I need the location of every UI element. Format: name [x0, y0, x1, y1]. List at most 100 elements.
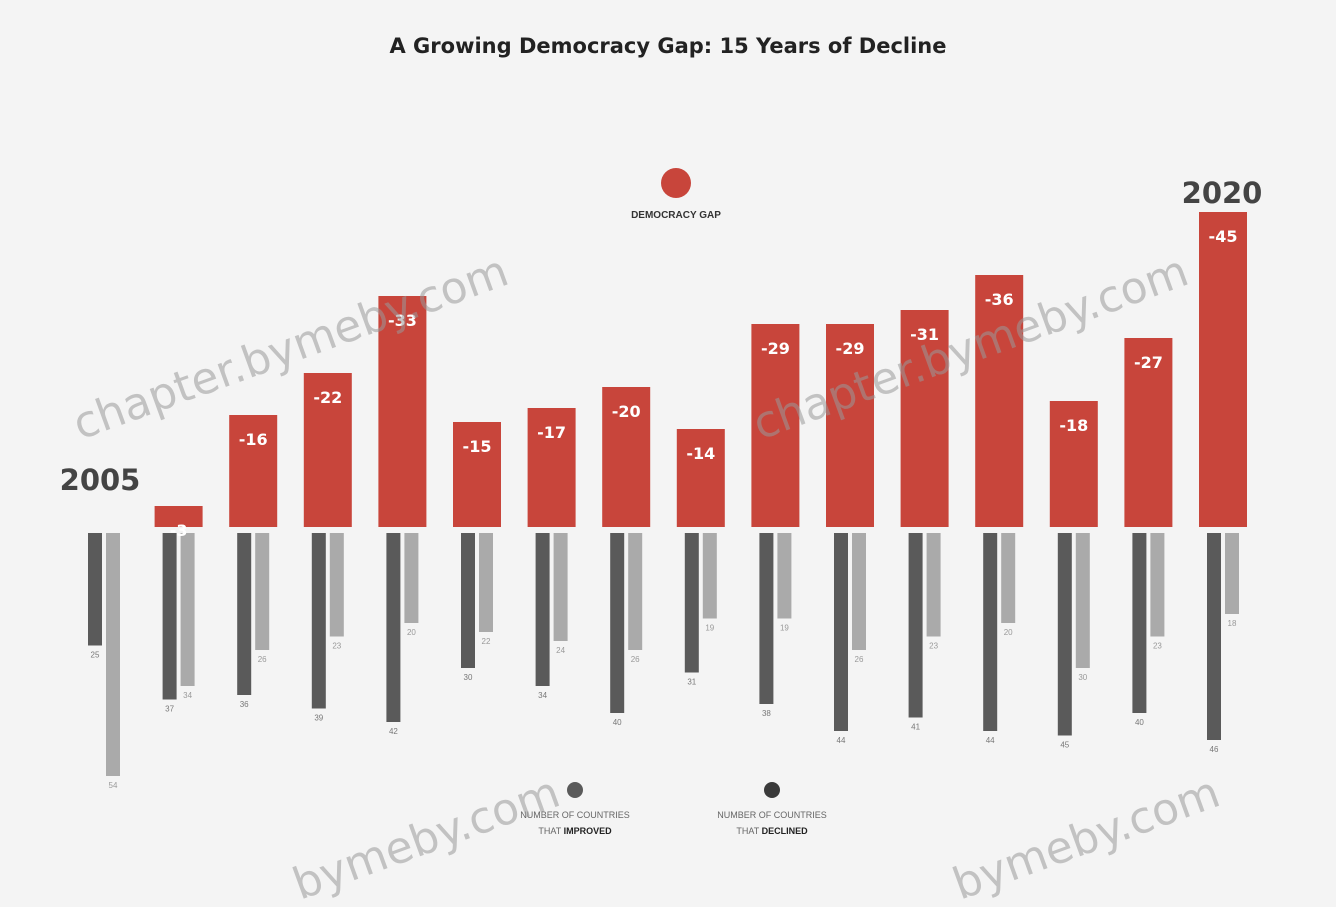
- improved-value-label: 46: [1210, 745, 1219, 754]
- gap-value-label: -27: [1134, 353, 1163, 372]
- declined-value-label: 23: [1153, 642, 1162, 651]
- declined-bar: [702, 533, 717, 619]
- gap-value-label: -17: [537, 423, 566, 442]
- declined-bar: [106, 533, 120, 776]
- gap-value-label: -36: [985, 290, 1014, 309]
- improved-value-label: 41: [911, 723, 920, 732]
- declined-bar: [1001, 533, 1016, 623]
- improved-value-label: 42: [389, 727, 398, 736]
- declined-bar: [1150, 533, 1165, 637]
- chart-title: A Growing Democracy Gap: 15 Years of Dec…: [389, 34, 947, 58]
- declined-value-label: 23: [929, 642, 938, 651]
- gap-bar: [602, 387, 651, 527]
- improved-value-label: 30: [464, 673, 473, 682]
- gap-value-label: -29: [761, 339, 790, 358]
- declined-bar: [255, 533, 270, 650]
- gap-value-label: -29: [836, 339, 865, 358]
- gap-value-label: -45: [1209, 227, 1238, 246]
- declined-value-label: 30: [1078, 673, 1087, 682]
- improved-bar: [535, 533, 550, 686]
- legend-improved-line1: NUMBER OF COUNTRIES: [520, 810, 630, 820]
- declined-value-label: 20: [407, 628, 416, 637]
- legend-improved-line2: THAT IMPROVED: [538, 826, 612, 836]
- improved-value-label: 45: [1060, 741, 1069, 750]
- legend-improved-swatch: [567, 782, 583, 798]
- improved-value-label: 36: [240, 700, 249, 709]
- improved-bar: [610, 533, 625, 713]
- gap-bar: [1049, 401, 1098, 527]
- gap-bar: [751, 324, 800, 527]
- legend-declined-that: THAT: [736, 826, 759, 836]
- improved-bar: [1207, 533, 1221, 740]
- declined-bar: [553, 533, 568, 641]
- legend-declined-swatch: [764, 782, 780, 798]
- declined-value-label: 26: [258, 655, 267, 664]
- gap-value-label: -33: [388, 311, 417, 330]
- gap-bar: [975, 275, 1024, 527]
- improved-bar: [759, 533, 774, 704]
- improved-bar: [162, 533, 177, 700]
- gap-bar: [453, 422, 501, 527]
- gap-value-label: -31: [910, 325, 939, 344]
- improved-value-label: 40: [1135, 718, 1144, 727]
- improved-value-label: 39: [314, 714, 323, 723]
- declined-bar: [777, 533, 792, 619]
- improved-bar: [311, 533, 326, 709]
- gap-bar: [1199, 212, 1247, 527]
- declined-bar: [404, 533, 419, 623]
- improved-value-label: 44: [986, 736, 995, 745]
- improved-bar: [684, 533, 699, 673]
- watermark: chapter.bymeby.com: [66, 245, 515, 450]
- declined-value-label: 19: [780, 624, 789, 633]
- gap-value-label: -14: [686, 444, 715, 463]
- declined-bar: [926, 533, 941, 637]
- declined-value-label: 26: [855, 655, 864, 664]
- declined-bar: [180, 533, 195, 686]
- gap-value-label: -3: [170, 521, 188, 540]
- declined-bar: [1075, 533, 1090, 668]
- gap-bar: [154, 506, 203, 527]
- gap-bar: [676, 429, 725, 527]
- gap-bar: [1124, 338, 1173, 527]
- improved-bar: [237, 533, 252, 695]
- improved-bar: [834, 533, 848, 731]
- gap-value-label: -15: [463, 437, 492, 456]
- gap-value-label: -20: [612, 402, 641, 421]
- declined-value-label: 22: [482, 637, 491, 646]
- declined-value-label: 18: [1228, 619, 1237, 628]
- gap-bar: [527, 408, 576, 527]
- bars-layer: [88, 212, 1247, 776]
- declined-value-label: 26: [631, 655, 640, 664]
- labels-layer: 25 54 -3 37 34 -16 36 26 -22 39 23 -33 42 20 -15 30 22 -1…: [91, 227, 1238, 790]
- gap-bar: [900, 310, 949, 527]
- legend-bottom: NUMBER OF COUNTRIES THAT IMPROVED NUMBER…: [520, 782, 827, 836]
- improved-bar: [88, 533, 102, 646]
- legend-improved-that: THAT: [538, 826, 561, 836]
- improved-value-label: 25: [91, 651, 100, 660]
- improved-value-label: 40: [613, 718, 622, 727]
- improved-value-label: 38: [762, 709, 771, 718]
- improved-bar: [1132, 533, 1147, 713]
- declined-bar: [1225, 533, 1239, 614]
- improved-value-label: 37: [165, 705, 174, 714]
- declined-bar: [852, 533, 866, 650]
- gap-bar: [229, 415, 278, 527]
- legend-gap-swatch: [661, 168, 691, 198]
- declined-value-label: 19: [705, 624, 714, 633]
- legend-declined-bold: DECLINED: [762, 826, 809, 836]
- declined-value-label: 34: [183, 691, 192, 700]
- declined-bar: [628, 533, 643, 650]
- legend-improved-bold: IMPROVED: [564, 826, 613, 836]
- declined-value-label: 23: [332, 642, 341, 651]
- year-label-start: 2005: [60, 463, 141, 497]
- improved-bar: [386, 533, 401, 722]
- improved-bar: [461, 533, 475, 668]
- watermark: bymeby.com: [946, 767, 1226, 907]
- declined-value-label: 54: [109, 781, 118, 790]
- improved-bar: [908, 533, 923, 718]
- gap-bar: [303, 373, 352, 527]
- gap-value-label: -18: [1059, 416, 1088, 435]
- gap-value-label: -22: [313, 388, 342, 407]
- declined-bar: [329, 533, 344, 637]
